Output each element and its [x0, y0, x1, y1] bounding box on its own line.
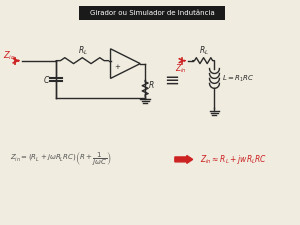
- FancyArrow shape: [175, 155, 193, 163]
- Text: $Z_{in}$: $Z_{in}$: [175, 62, 187, 75]
- Text: $L = R_1 RC$: $L = R_1 RC$: [222, 73, 255, 83]
- Text: $R_L$: $R_L$: [199, 45, 208, 57]
- Text: Girador ou Simulador de Indutância: Girador ou Simulador de Indutância: [90, 10, 214, 16]
- FancyBboxPatch shape: [79, 6, 225, 20]
- Text: $Z_{in}$: $Z_{in}$: [3, 50, 16, 62]
- Text: $Z_{in} \approx R_L + jwR_LRC$: $Z_{in} \approx R_L + jwR_LRC$: [200, 153, 267, 166]
- Text: $Z_{in} = (R_L + j\omega R_L RC)\left(R + \dfrac{1}{j\omega C}\right)$: $Z_{in} = (R_L + j\omega R_L RC)\left(R …: [10, 151, 111, 168]
- Text: $R$: $R$: [148, 79, 154, 90]
- Text: $C$: $C$: [43, 74, 50, 85]
- Text: $\equiv$: $\equiv$: [160, 70, 179, 88]
- Text: +: +: [115, 64, 120, 70]
- Text: $R_L$: $R_L$: [78, 45, 88, 57]
